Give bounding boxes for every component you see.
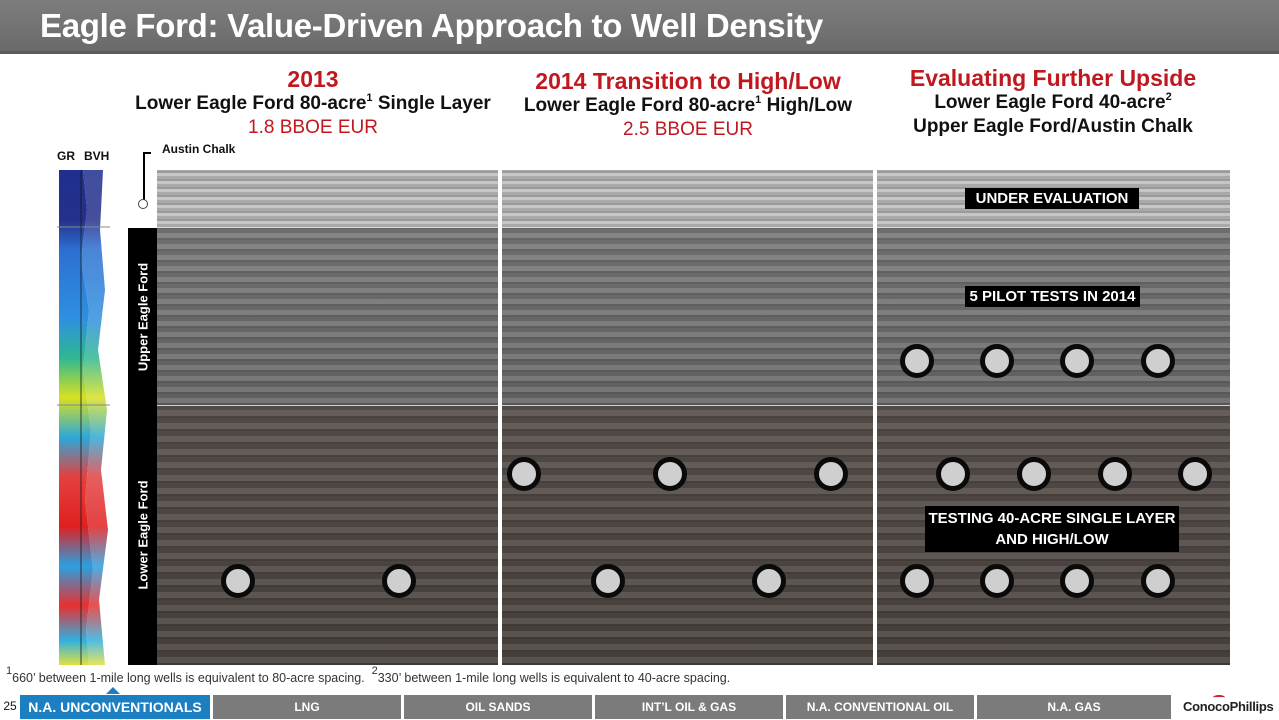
column-2013-eur: 1.8 BBOE EUR <box>248 117 378 138</box>
nav-tab-intl-oil-gas[interactable]: INT’L OIL & GAS <box>595 695 783 719</box>
upper-eagle-ford-layer <box>877 227 1230 405</box>
well-marker <box>1141 344 1175 378</box>
column-2013-heading: 2013 <box>287 66 339 92</box>
upper-eagle-ford-layer <box>502 227 873 405</box>
well-marker <box>814 457 848 491</box>
upper-eagle-ford-label: Upper Eagle Ford <box>135 262 150 371</box>
panel-further-upside: UNDER EVALUATION 5 PILOT TESTS IN 2014 T… <box>877 170 1230 665</box>
panel-2013 <box>157 170 498 665</box>
layer-boundary <box>877 227 1230 228</box>
lower-eagle-ford-layer <box>157 405 498 665</box>
lower-eagle-ford-layer <box>502 405 873 665</box>
logo-mark-icon <box>1213 695 1225 700</box>
bvh-label: BVH <box>84 149 110 163</box>
footnote: 1660’ between 1-mile long wells is equiv… <box>6 665 731 686</box>
column-upside-subheading: Lower Eagle Ford 40-acre2 <box>934 91 1172 114</box>
well-marker <box>591 564 625 598</box>
well-marker <box>980 344 1014 378</box>
layer-boundary <box>157 227 498 228</box>
layer-boundary <box>502 227 873 228</box>
austin-chalk-label: Austin Chalk <box>162 142 236 156</box>
well-marker <box>936 457 970 491</box>
well-marker <box>507 457 541 491</box>
nav-tab-na-gas[interactable]: N.A. GAS <box>977 695 1171 719</box>
column-2014-heading: 2014 Transition to High/Low <box>535 68 841 94</box>
lower-eagle-ford-label: Lower Eagle Ford <box>135 480 150 590</box>
pilot-tests-callout: 5 PILOT TESTS IN 2014 <box>965 286 1140 307</box>
well-marker <box>900 564 934 598</box>
well-marker <box>1178 457 1212 491</box>
lower-eagle-ford-zone-bar: Lower Eagle Ford <box>128 405 157 665</box>
company-logo: ConocoPhillips <box>1183 699 1274 714</box>
testing-callout-line-2: AND HIGH/LOW <box>995 531 1109 548</box>
column-upside-header: Evaluating Further Upside Lower Eagle Fo… <box>876 65 1230 139</box>
testing-callout-line-1: TESTING 40-ACRE SINGLE LAYER <box>928 510 1176 527</box>
under-evaluation-callout: UNDER EVALUATION <box>965 188 1139 209</box>
well-marker <box>900 344 934 378</box>
layer-boundary <box>157 405 498 406</box>
well-marker <box>1060 564 1094 598</box>
layer-boundary <box>502 405 873 406</box>
nav-tab-na-unconventionals[interactable]: N.A. UNCONVENTIONALS <box>20 695 210 719</box>
slide-title: Eagle Ford: Value-Driven Approach to Wel… <box>40 7 823 44</box>
upper-eagle-ford-zone-bar: Upper Eagle Ford <box>128 228 157 405</box>
column-2014-eur: 2.5 BBOE EUR <box>623 119 753 140</box>
well-marker <box>980 564 1014 598</box>
well-marker <box>1060 344 1094 378</box>
nav-tab-oil-sands[interactable]: OIL SANDS <box>404 695 592 719</box>
austin-chalk-marker-dot <box>138 199 148 209</box>
column-2014-subheading: Lower Eagle Ford 80-acre1 High/Low <box>523 94 853 117</box>
well-marker <box>1017 457 1051 491</box>
nav-tab-na-conventional-oil[interactable]: N.A. CONVENTIONAL OIL <box>786 695 974 719</box>
well-marker <box>1098 457 1132 491</box>
column-2013-header: 2013 Lower Eagle Ford 80-acre1 Single La… <box>128 66 498 140</box>
well-marker <box>653 457 687 491</box>
page-number: 25 <box>3 699 17 713</box>
well-marker <box>752 564 786 598</box>
column-2013-subheading: Lower Eagle Ford 80-acre1 Single Layer <box>135 92 491 115</box>
column-2014-header: 2014 Transition to High/Low Lower Eagle … <box>502 68 874 142</box>
title-bar: Eagle Ford: Value-Driven Approach to Wel… <box>0 0 1279 54</box>
well-marker <box>1141 564 1175 598</box>
active-tab-indicator <box>106 687 120 694</box>
column-upside-subheading-2: Upper Eagle Ford/Austin Chalk <box>913 116 1193 137</box>
gr-label: GR <box>57 149 75 163</box>
panel-2014 <box>502 170 873 665</box>
austin-chalk-layer <box>502 170 873 227</box>
austin-chalk-marker-tick <box>143 152 151 154</box>
testing-callout: TESTING 40-ACRE SINGLE LAYER AND HIGH/LO… <box>925 506 1179 552</box>
well-marker <box>221 564 255 598</box>
well-marker <box>382 564 416 598</box>
column-upside-heading: Evaluating Further Upside <box>909 65 1197 91</box>
layer-boundary <box>877 405 1230 406</box>
well-log-graphic <box>53 170 110 665</box>
nav-tab-lng[interactable]: LNG <box>213 695 401 719</box>
section-nav-bar: 25 N.A. UNCONVENTIONALS LNG OIL SANDS IN… <box>0 687 1279 720</box>
upper-eagle-ford-layer <box>157 227 498 405</box>
austin-chalk-marker-line <box>143 152 145 206</box>
austin-chalk-layer <box>157 170 498 227</box>
